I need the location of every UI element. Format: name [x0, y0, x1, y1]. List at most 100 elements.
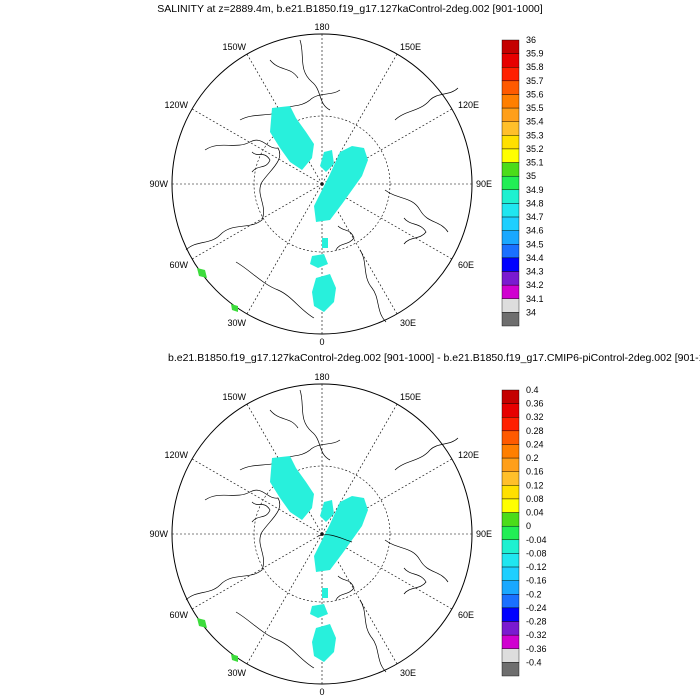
- coastline: [269, 409, 299, 429]
- colorbar-label: 35.5: [526, 103, 544, 113]
- colorbar-label: 35.2: [526, 144, 544, 154]
- meridian-line: [191, 533, 323, 610]
- coastline: [403, 217, 427, 245]
- salinity-field-region: [314, 496, 368, 572]
- meridian-line: [191, 458, 323, 535]
- panel2-title: b.e21.B1850.f19_g17.127kaControl-2deg.00…: [168, 352, 700, 364]
- colorbar-label: 34.9: [526, 185, 544, 195]
- panel2-map: 180 0 90W 90E 150W 150E 120W 120E 60W 60E 30W 30E 0.…: [149, 372, 547, 697]
- coastline: [269, 59, 299, 79]
- colorbar-label: -0.24: [526, 603, 547, 613]
- colorbar-swatch: [501, 257, 520, 272]
- colorbar-swatch: [501, 67, 520, 82]
- colorbar-label: 34.5: [526, 239, 544, 249]
- colorbar-label: 34.7: [526, 212, 544, 222]
- salinity-field-patch: [231, 654, 238, 662]
- salinity-field-patch: [231, 304, 238, 312]
- coastline: [359, 249, 387, 323]
- coastline: [239, 439, 341, 471]
- zero-contour: [317, 534, 353, 543]
- colorbar-label: 0.08: [526, 494, 544, 504]
- colorbar-swatch: [501, 525, 520, 541]
- panel1-title: SALINITY at z=2889.4m, b.e21.B1850.f19_g…: [157, 3, 543, 15]
- colorbar-label: 0.16: [526, 467, 544, 477]
- colorbar-swatch: [501, 284, 520, 299]
- meridian-line: [246, 183, 323, 315]
- colorbar-label: 34.6: [526, 226, 544, 236]
- colorbar-swatch: [501, 580, 520, 595]
- colorbar-label: 35.7: [526, 76, 544, 86]
- colorbar-label: 0: [526, 521, 531, 531]
- colorbar-label: 0.4: [526, 385, 539, 395]
- colorbar-label: 0.12: [526, 480, 544, 490]
- colorbar-swatch: [501, 621, 520, 636]
- colorbar-label: 36: [526, 35, 536, 45]
- longitude-label: 150W: [222, 42, 246, 52]
- colorbar-swatch: [501, 203, 520, 218]
- colorbar-label: -0.32: [526, 630, 547, 640]
- colorbar-swatch: [501, 148, 520, 163]
- coastline: [335, 225, 355, 251]
- colorbar-swatch: [501, 312, 520, 327]
- longitude-label: 60W: [169, 260, 188, 270]
- colorbar-swatch: [501, 216, 520, 231]
- colorbar-swatch: [501, 607, 520, 622]
- colorbar-swatch: [501, 121, 520, 136]
- salinity-field-region: [314, 146, 368, 222]
- salinity-field-region: [270, 456, 314, 520]
- salinity-field-region: [270, 106, 314, 170]
- salinity-field-region: [310, 254, 328, 268]
- longitude-label: 90E: [476, 179, 492, 189]
- colorbar-swatch: [501, 298, 520, 313]
- colorbar-swatch: [501, 512, 520, 527]
- colorbar-swatch: [501, 189, 520, 204]
- coastline: [384, 189, 449, 233]
- salinity-field-region: [312, 274, 336, 312]
- meridian-line: [246, 53, 323, 185]
- longitude-label: 60E: [458, 610, 474, 620]
- colorbar-label: 35.9: [526, 49, 544, 59]
- salinity-field-region: [320, 500, 334, 522]
- colorbar-label: 35: [526, 171, 536, 181]
- longitude-label: 90W: [149, 529, 168, 539]
- colorbar-label: -0.16: [526, 576, 547, 586]
- salinity-field-region: [320, 150, 334, 172]
- colorbar-swatch: [501, 566, 520, 581]
- colorbar-swatch: [501, 417, 520, 432]
- coastline: [239, 89, 341, 121]
- colorbar-label: -0.12: [526, 562, 547, 572]
- colorbar-label: -0.08: [526, 548, 547, 558]
- colorbar-swatch: [501, 80, 520, 95]
- colorbar-swatch: [501, 444, 520, 459]
- salinity-field-patch: [197, 618, 207, 628]
- longitude-label: 60W: [169, 610, 188, 620]
- colorbar-label: -0.2: [526, 589, 542, 599]
- colorbar-label: 0.28: [526, 426, 544, 436]
- longitude-label: 180: [314, 372, 329, 382]
- colorbar-label: 35.4: [526, 117, 544, 127]
- coastline: [403, 567, 427, 595]
- colorbar-swatch: [501, 485, 520, 500]
- meridian-line: [191, 183, 323, 260]
- colorbar-label: 0.24: [526, 439, 544, 449]
- colorbar-swatch: [501, 457, 520, 472]
- colorbar-label: 35.6: [526, 89, 544, 99]
- colorbar-label: -0.28: [526, 617, 547, 627]
- colorbar-swatch: [501, 94, 520, 109]
- colorbar-label: 34.3: [526, 267, 544, 277]
- coastline: [251, 501, 271, 523]
- longitude-label: 120W: [164, 450, 188, 460]
- colorbar-label: 34.1: [526, 294, 544, 304]
- colorbar-swatch: [501, 498, 520, 513]
- meridian-line: [191, 108, 323, 185]
- colorbar-swatch: [501, 539, 520, 554]
- coastline: [299, 389, 331, 461]
- coastline: [394, 87, 459, 121]
- salinity-field-region: [310, 604, 328, 618]
- colorbar-swatch: [501, 389, 520, 404]
- meridian-line: [246, 533, 323, 665]
- longitude-label: 0: [319, 687, 324, 697]
- colorbar-swatch: [501, 271, 520, 286]
- colorbar-swatch: [501, 107, 520, 122]
- coastline: [235, 611, 315, 669]
